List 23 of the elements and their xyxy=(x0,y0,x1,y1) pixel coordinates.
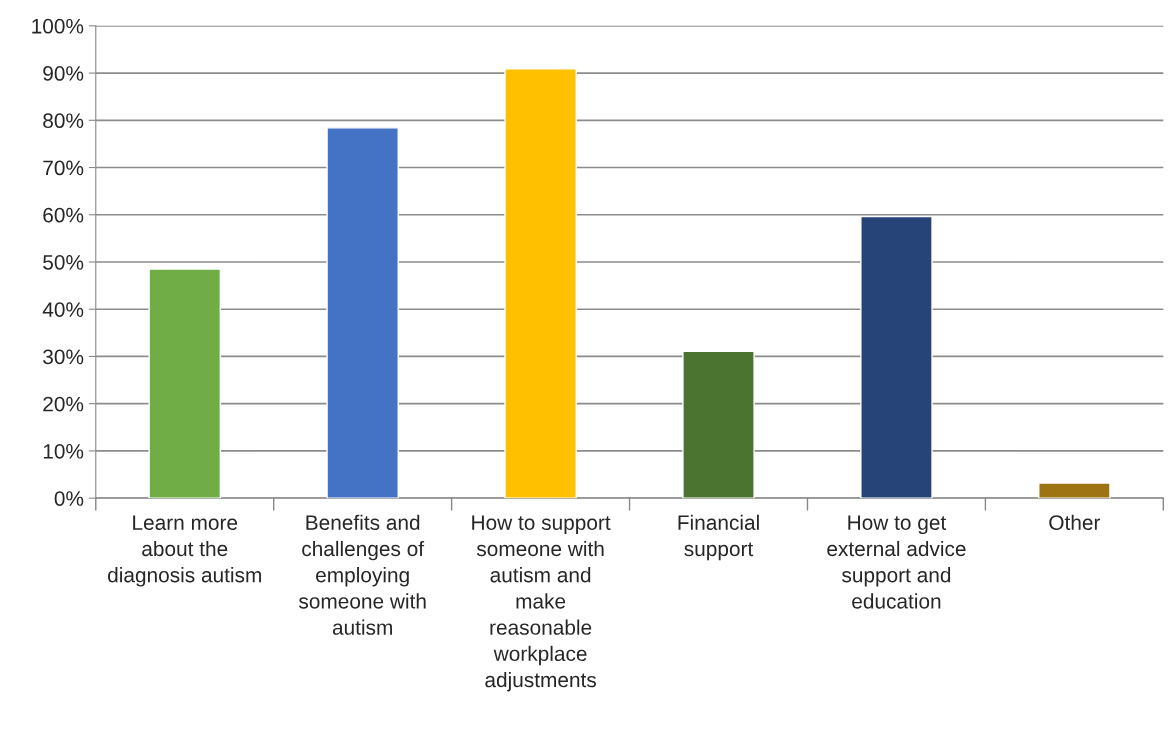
y-tick-label: 60% xyxy=(43,207,84,223)
y-tick-label: 90% xyxy=(43,66,84,81)
x-tick-label: How to support someone with autism and make reasonable workplace adjustments xyxy=(472,515,611,692)
bar xyxy=(326,127,399,499)
bar xyxy=(504,68,577,499)
y-tick-label: 30% xyxy=(43,349,84,365)
y-tick-label: 10% xyxy=(43,443,84,459)
bar xyxy=(1038,482,1111,499)
y-tick-label: 0% xyxy=(54,491,84,506)
y-tick-label: 40% xyxy=(42,302,84,317)
x-tick-label: Financial support xyxy=(678,514,759,561)
x-tick-label: Benefits and challenges of employing someone with autism xyxy=(298,514,426,635)
y-tick-label: 100% xyxy=(32,18,84,34)
x-tick-label: How to get external advice support and education xyxy=(827,515,966,609)
y-tick-label: 20% xyxy=(43,396,84,412)
y-tick-label: 80% xyxy=(43,113,84,129)
y-tick-label: 50% xyxy=(43,254,84,270)
x-tick-label: Other xyxy=(1049,514,1101,530)
bar xyxy=(148,268,222,499)
bar xyxy=(860,215,933,499)
bar xyxy=(682,350,755,499)
x-tick-label: Learn more about the diagnosis autism xyxy=(108,515,261,587)
y-tick-label: 70% xyxy=(43,160,84,176)
